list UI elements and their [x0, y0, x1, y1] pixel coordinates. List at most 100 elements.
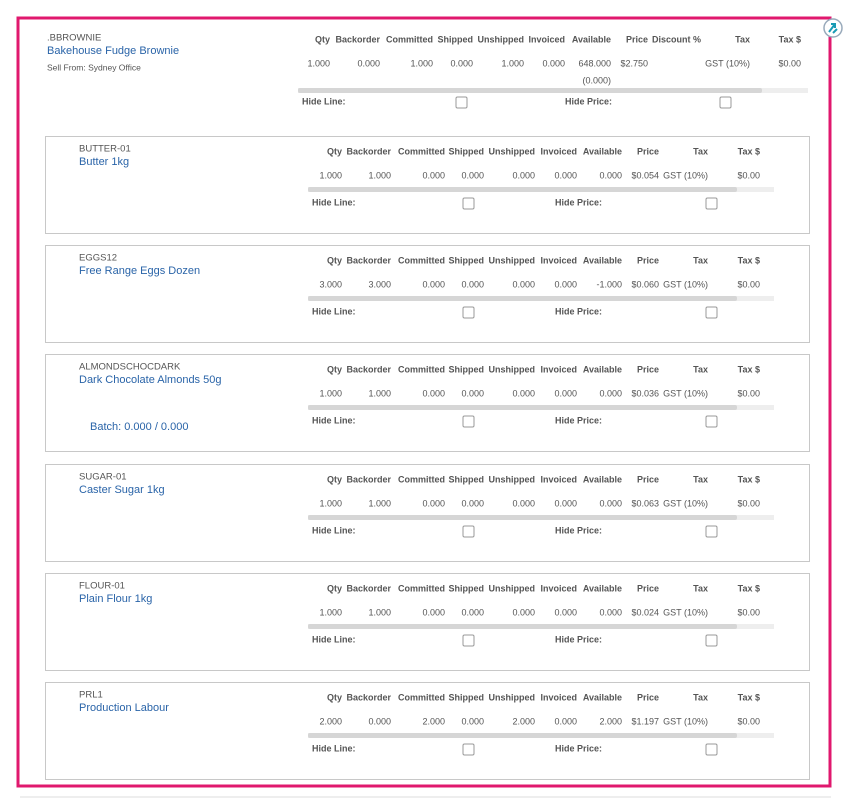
column-header: Qty	[327, 692, 342, 702]
column-value: 0.000	[512, 498, 535, 508]
column-header: Tax	[693, 583, 708, 593]
column-header: Price	[637, 364, 659, 374]
column-value: GST (10%)	[705, 58, 750, 68]
column-header: Unshipped	[489, 474, 536, 484]
column-value: 0.000	[599, 388, 622, 398]
component-box	[45, 464, 810, 562]
column-header: Backorder	[346, 474, 391, 484]
hide-line-checkbox[interactable]	[462, 197, 475, 210]
column-subvalue: (0.000)	[582, 75, 611, 85]
hide-price-checkbox[interactable]	[705, 306, 718, 319]
column-value: 1.000	[368, 498, 391, 508]
column-value: 0.000	[512, 279, 535, 289]
column-value: $0.060	[631, 279, 659, 289]
column-value: 1.000	[368, 388, 391, 398]
hide-line-checkbox[interactable]	[462, 306, 475, 319]
column-header: Invoiced	[540, 364, 577, 374]
column-header: Unshipped	[489, 692, 536, 702]
column-value: 0.000	[554, 170, 577, 180]
column-value: 3.000	[368, 279, 391, 289]
column-value: GST (10%)	[663, 607, 708, 617]
column-header: Tax $	[779, 34, 801, 44]
column-header: Shipped	[449, 692, 485, 702]
hide-line-checkbox[interactable]	[462, 525, 475, 538]
scrollbar-thumb	[308, 296, 737, 301]
column-value: $2.750	[620, 58, 648, 68]
column-header: Backorder	[346, 583, 391, 593]
column-value: 0.000	[461, 170, 484, 180]
column-value: 0.000	[461, 388, 484, 398]
hide-price-checkbox[interactable]	[705, 634, 718, 647]
column-value: 0.000	[461, 716, 484, 726]
hide-line-checkbox[interactable]	[462, 634, 475, 647]
column-value: 1.000	[368, 170, 391, 180]
column-header: Price	[637, 583, 659, 593]
column-value: 1.000	[319, 498, 342, 508]
column-header: Backorder	[335, 34, 380, 44]
column-value: 2.000	[422, 716, 445, 726]
column-value: 0.000	[450, 58, 473, 68]
column-header: Shipped	[449, 474, 485, 484]
column-header: Invoiced	[540, 255, 577, 265]
column-header: Tax $	[738, 692, 760, 702]
column-header: Unshipped	[489, 583, 536, 593]
hide-price-checkbox[interactable]	[705, 197, 718, 210]
column-header: Backorder	[346, 692, 391, 702]
column-value: 1.000	[368, 607, 391, 617]
sell-from: Sell From: Sydney Office	[47, 62, 141, 72]
column-value: 1.000	[319, 607, 342, 617]
component-name[interactable]: Production Labour	[79, 702, 169, 714]
column-header: Tax	[693, 364, 708, 374]
column-value: GST (10%)	[663, 388, 708, 398]
column-value: $0.036	[631, 388, 659, 398]
hide-price-checkbox[interactable]	[705, 525, 718, 538]
column-header: Invoiced	[540, 474, 577, 484]
hide-line-checkbox[interactable]	[455, 96, 468, 109]
scrollbar-thumb	[308, 405, 737, 410]
column-header: Tax	[693, 146, 708, 156]
column-header: Shipped	[438, 34, 474, 44]
batch-link[interactable]: Batch: 0.000 / 0.000	[90, 421, 188, 433]
column-value: 0.000	[422, 388, 445, 398]
column-value: $0.00	[737, 498, 760, 508]
corner-icon[interactable]	[823, 18, 843, 38]
column-value: 0.000	[512, 607, 535, 617]
column-value: 0.000	[422, 279, 445, 289]
hide-price-checkbox[interactable]	[719, 96, 732, 109]
component-code: PRL1	[79, 690, 103, 701]
column-value: GST (10%)	[663, 498, 708, 508]
column-value: 1.000	[319, 388, 342, 398]
column-header: Tax $	[738, 583, 760, 593]
column-value: $0.00	[737, 388, 760, 398]
component-name[interactable]: Free Range Eggs Dozen	[79, 265, 200, 277]
component-name[interactable]: Dark Chocolate Almonds 50g	[79, 374, 221, 386]
column-value: 0.000	[461, 279, 484, 289]
scrollbar-thumb	[308, 733, 737, 738]
column-header: Committed	[386, 34, 433, 44]
column-header: Price	[637, 255, 659, 265]
hide-line-checkbox[interactable]	[462, 743, 475, 756]
column-header: Shipped	[449, 583, 485, 593]
column-header: Backorder	[346, 364, 391, 374]
component-name[interactable]: Plain Flour 1kg	[79, 593, 152, 605]
column-header: Backorder	[346, 255, 391, 265]
hide-price-checkbox[interactable]	[705, 743, 718, 756]
hide-price-label: Hide Price:	[565, 96, 612, 106]
scrollbar-thumb	[298, 88, 762, 93]
column-value: GST (10%)	[663, 716, 708, 726]
column-header: Tax	[693, 692, 708, 702]
component-name[interactable]: Caster Sugar 1kg	[79, 484, 165, 496]
hide-line-checkbox[interactable]	[462, 415, 475, 428]
item-code: .BBROWNIE	[47, 33, 101, 44]
component-box	[45, 245, 810, 343]
column-value: 0.000	[554, 607, 577, 617]
hide-price-checkbox[interactable]	[705, 415, 718, 428]
column-value: 3.000	[319, 279, 342, 289]
column-value: 1.000	[319, 170, 342, 180]
column-header: Tax	[693, 474, 708, 484]
item-name[interactable]: Bakehouse Fudge Brownie	[47, 45, 179, 57]
column-header: Invoiced	[540, 692, 577, 702]
component-name[interactable]: Butter 1kg	[79, 156, 129, 168]
